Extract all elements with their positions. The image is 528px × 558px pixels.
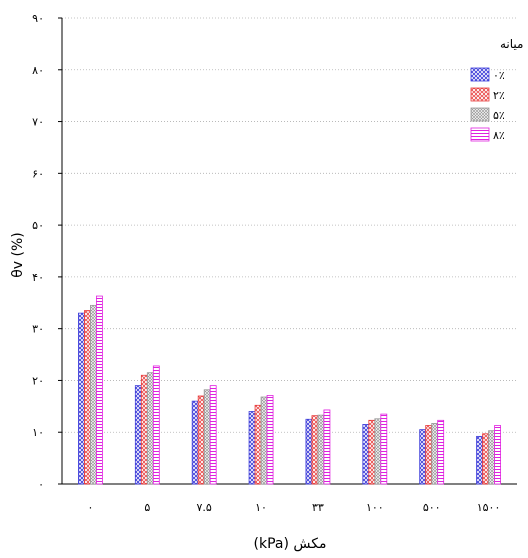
- legend-swatch: [470, 127, 490, 142]
- y-tick-label: ۱۰: [32, 426, 44, 439]
- legend-items: ۰٪ ۲٪ ۵٪ ۸٪: [470, 67, 505, 142]
- legend-swatch: [470, 67, 490, 82]
- grid-lines: [62, 17, 517, 433]
- y-tick-label: ۰: [38, 478, 44, 491]
- legend-title: زئولیت میانه: [500, 37, 528, 52]
- x-tick-label: ۱۰: [255, 501, 267, 514]
- x-tick-label: ۵۰۰: [423, 501, 441, 514]
- bar: [362, 424, 370, 485]
- bar: [96, 295, 103, 485]
- bar: [203, 389, 211, 485]
- y-tick-labels: ۰ ۱۰ ۲۰ ۳۰ ۴۰ ۵۰ ۶۰ ۷۰ ۸۰ ۹۰: [32, 12, 62, 491]
- y-tick-label: ۲۰: [32, 374, 44, 387]
- y-tick-label: ۴۰: [32, 271, 44, 284]
- legend-label: ۵٪: [493, 109, 505, 122]
- y-axis-title: θv (%): [10, 232, 26, 278]
- bar: [311, 415, 319, 485]
- x-tick-label: ۵: [144, 501, 150, 514]
- y-tick-label: ۷۰: [32, 116, 44, 129]
- bar: [254, 404, 262, 485]
- bar: [419, 429, 427, 485]
- bar: [78, 312, 85, 485]
- bar: [305, 418, 313, 485]
- legend: زئولیت میانه ۰٪ ۲٪ ۵٪ ۸٪: [470, 37, 528, 142]
- bar: [374, 418, 382, 485]
- x-tick-label: ۳۳: [312, 501, 324, 514]
- y-tick-label: ۸۰: [32, 64, 44, 77]
- bar: [425, 425, 433, 485]
- bar: [494, 425, 501, 485]
- bar: [266, 395, 274, 485]
- x-tick-label: ۱۵۰۰: [477, 501, 501, 514]
- x-tick-label: ۰: [87, 501, 93, 514]
- bars: [78, 295, 501, 485]
- y-tick-label: ۳۰: [32, 323, 44, 336]
- bar: [84, 310, 91, 485]
- bar: [488, 430, 495, 485]
- x-tick-labels: ۰ ۵ ۷.۵ ۱۰ ۳۳ ۱۰۰ ۵۰۰ ۱۵۰۰: [87, 501, 500, 514]
- bar: [90, 304, 97, 485]
- bar: [146, 372, 154, 485]
- bar: [317, 414, 325, 485]
- bar: [140, 374, 148, 485]
- bar: [191, 400, 199, 485]
- y-tick-label: ۶۰: [32, 167, 44, 180]
- legend-label: ۸٪: [493, 129, 505, 142]
- bar: [380, 413, 388, 485]
- bar: [431, 423, 439, 485]
- bar: [197, 395, 205, 485]
- y-tick-label: ۹۰: [32, 12, 44, 25]
- x-tick-label: ۷.۵: [197, 501, 212, 514]
- bar: [323, 409, 331, 485]
- bar: [152, 365, 160, 485]
- legend-swatch: [470, 87, 490, 102]
- bar: [134, 385, 142, 485]
- bar: [260, 396, 268, 485]
- bar: [476, 435, 483, 485]
- bar: [437, 419, 445, 485]
- bar: [248, 411, 256, 485]
- legend-swatch: [470, 107, 490, 122]
- y-tick-label: ۵۰: [32, 219, 44, 232]
- bar: [368, 419, 376, 485]
- bar: [482, 433, 489, 485]
- bar: [209, 385, 217, 485]
- x-axis-title: مکش (kPa): [254, 536, 327, 552]
- axes: [61, 18, 517, 485]
- legend-label: ۰٪: [493, 69, 505, 82]
- x-tick-label: ۱۰۰: [366, 501, 384, 514]
- legend-label: ۲٪: [493, 89, 505, 102]
